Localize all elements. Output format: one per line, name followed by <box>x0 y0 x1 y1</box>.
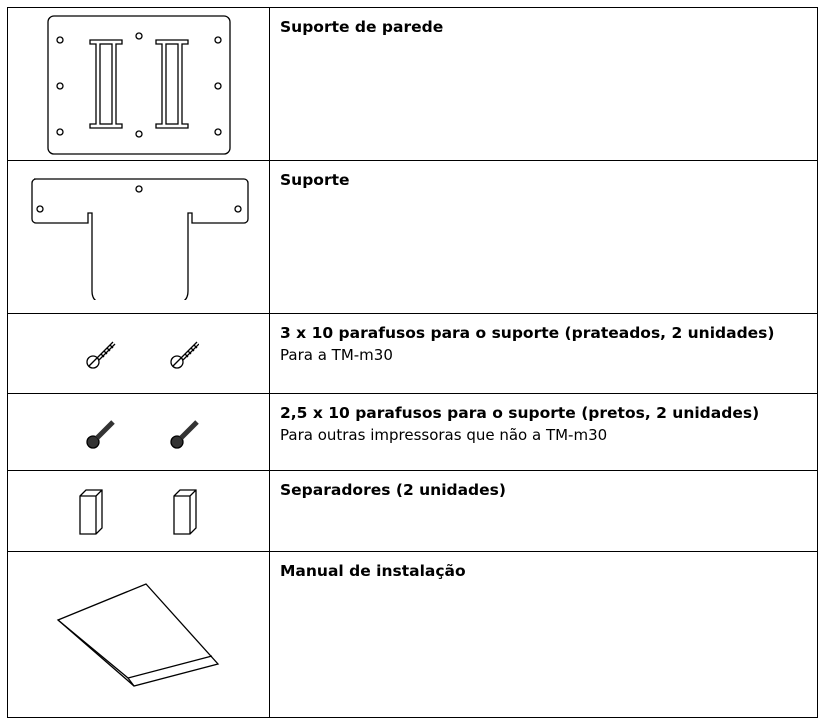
text-cell: Suporte <box>269 160 818 314</box>
illustration-cell <box>7 313 270 394</box>
item-description: Para a TM-m30 <box>280 346 393 364</box>
illustration-cell <box>7 470 270 552</box>
item-title: Separadores (2 unidades) <box>280 481 506 499</box>
row: Suporte de parede <box>7 7 818 161</box>
spacers-icon <box>78 489 197 535</box>
row: 3 x 10 parafusos para o suporte (pratead… <box>7 313 818 394</box>
row: Separadores (2 unidades) <box>7 470 818 552</box>
text-cell: Separadores (2 unidades) <box>269 470 818 552</box>
bracket-icon <box>30 177 249 300</box>
illustration-cell <box>7 393 270 471</box>
item-title: 2,5 x 10 parafusos para o suporte (preto… <box>280 404 760 422</box>
text-cell: Suporte de parede <box>269 7 818 161</box>
black-screws-icon <box>85 420 199 449</box>
row: Suporte <box>7 160 818 314</box>
silver-screws-icon <box>85 341 199 369</box>
item-title: Suporte de parede <box>280 18 444 36</box>
text-cell: Manual de instalação <box>269 551 818 718</box>
item-title: Manual de instalação <box>280 562 466 580</box>
item-description: Para outras impressoras que não a TM-m30 <box>280 426 608 444</box>
manual-icon <box>56 582 219 687</box>
row: Manual de instalação <box>7 551 818 718</box>
item-title: 3 x 10 parafusos para o suporte (pratead… <box>280 324 775 342</box>
illustration-cell <box>7 160 270 314</box>
contents-table: Suporte de parede Suporte 3 x 10 parafus… <box>7 7 818 718</box>
wall-bracket-icon <box>46 14 231 155</box>
item-title: Suporte <box>280 171 350 189</box>
illustration-cell <box>7 7 270 161</box>
illustration-cell <box>7 551 270 718</box>
text-cell: 2,5 x 10 parafusos para o suporte (preto… <box>269 393 818 471</box>
row: 2,5 x 10 parafusos para o suporte (preto… <box>7 393 818 471</box>
text-cell: 3 x 10 parafusos para o suporte (pratead… <box>269 313 818 394</box>
